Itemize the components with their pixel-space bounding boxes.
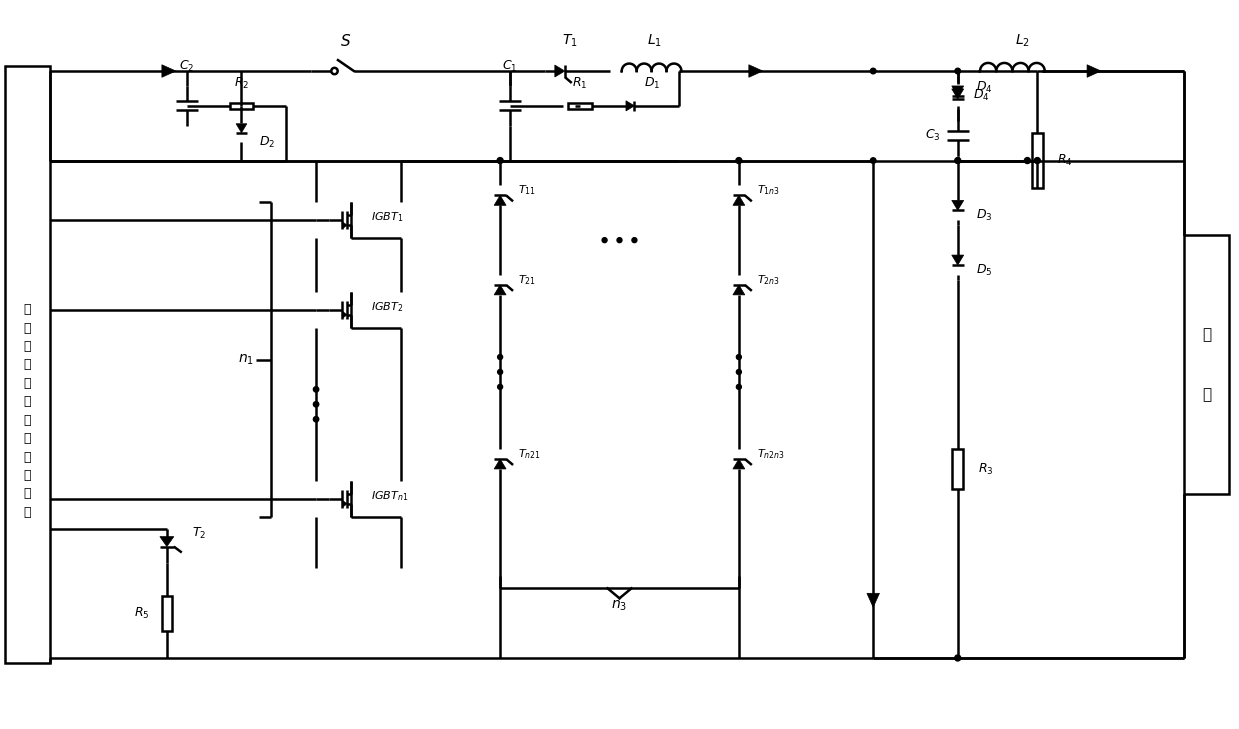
Polygon shape — [342, 311, 347, 319]
Text: $T_{11}$: $T_{11}$ — [518, 184, 536, 198]
Polygon shape — [494, 459, 506, 469]
Polygon shape — [237, 124, 247, 133]
Text: 或: 或 — [24, 432, 31, 445]
Text: $D_2$: $D_2$ — [259, 135, 275, 150]
Text: $D_3$: $D_3$ — [975, 208, 992, 223]
Text: $T_{n21}$: $T_{n21}$ — [518, 447, 541, 461]
Circle shape — [313, 386, 318, 392]
Text: 线: 线 — [24, 506, 31, 519]
Text: $R_4$: $R_4$ — [1057, 153, 1073, 168]
Circle shape — [313, 402, 318, 407]
Text: 直: 直 — [24, 451, 31, 464]
Circle shape — [955, 69, 960, 74]
Circle shape — [736, 157, 742, 163]
Text: $D_1$: $D_1$ — [644, 76, 660, 91]
Text: $T_2$: $T_2$ — [192, 526, 206, 541]
Text: $D_4$: $D_4$ — [973, 88, 989, 104]
Text: 步: 步 — [24, 359, 31, 372]
Bar — [1184, 235, 1229, 494]
Circle shape — [870, 69, 876, 74]
Circle shape — [632, 238, 637, 243]
Circle shape — [1035, 157, 1041, 163]
Text: $T_{2n3}$: $T_{2n3}$ — [757, 273, 779, 286]
Bar — [162, 596, 172, 631]
Text: $L_2$: $L_2$ — [1015, 33, 1030, 49]
Circle shape — [498, 384, 503, 389]
Circle shape — [736, 354, 741, 359]
Text: 整: 整 — [24, 303, 31, 316]
Text: $n_1$: $n_1$ — [238, 352, 254, 367]
Bar — [229, 103, 254, 109]
Polygon shape — [342, 500, 347, 507]
Polygon shape — [160, 537, 173, 547]
Text: $n_3$: $n_3$ — [611, 599, 628, 613]
Polygon shape — [748, 65, 763, 77]
Circle shape — [1025, 157, 1031, 163]
Text: 同: 同 — [24, 340, 31, 353]
Circle shape — [498, 370, 503, 375]
Circle shape — [870, 157, 876, 163]
Bar — [567, 103, 592, 109]
Bar — [5, 66, 50, 663]
Text: 负: 负 — [1202, 327, 1211, 342]
Text: 载: 载 — [1202, 387, 1211, 402]
Text: 流: 流 — [24, 321, 31, 335]
Text: $IGBT_1$: $IGBT_1$ — [370, 211, 404, 224]
Text: $IGBT_{n1}$: $IGBT_{n1}$ — [370, 489, 409, 503]
Polygon shape — [1087, 65, 1101, 77]
Text: $C_3$: $C_3$ — [926, 128, 940, 143]
Text: $D_4$: $D_4$ — [975, 80, 992, 95]
Text: $R_5$: $R_5$ — [134, 606, 150, 621]
Polygon shape — [952, 86, 964, 96]
Polygon shape — [342, 222, 347, 229]
Text: $T_{1n3}$: $T_{1n3}$ — [757, 184, 779, 198]
Polygon shape — [494, 195, 506, 206]
Polygon shape — [494, 285, 506, 295]
Bar — [1032, 133, 1043, 188]
Circle shape — [617, 238, 622, 243]
Text: $R_3$: $R_3$ — [978, 461, 994, 477]
Text: $R_2$: $R_2$ — [234, 76, 249, 91]
Polygon shape — [555, 65, 565, 77]
Text: 电: 电 — [24, 395, 31, 408]
Text: $D_5$: $D_5$ — [975, 262, 992, 278]
Polygon shape — [162, 65, 176, 77]
Text: $T_1$: $T_1$ — [563, 33, 577, 49]
Polygon shape — [867, 593, 880, 607]
Polygon shape — [952, 255, 964, 265]
Text: $R_1$: $R_1$ — [572, 76, 587, 91]
Text: $L_1$: $L_1$ — [647, 33, 662, 49]
Text: 发: 发 — [24, 377, 31, 390]
Bar — [953, 449, 963, 489]
Text: $C_1$: $C_1$ — [502, 59, 518, 74]
Polygon shape — [733, 459, 745, 469]
Text: $T_{21}$: $T_{21}$ — [518, 273, 536, 286]
Text: 机: 机 — [24, 414, 31, 426]
Text: 母: 母 — [24, 487, 31, 500]
Text: $S$: $S$ — [341, 33, 352, 49]
Polygon shape — [952, 89, 964, 99]
Circle shape — [736, 370, 741, 375]
Circle shape — [497, 157, 503, 163]
Circle shape — [313, 416, 318, 422]
Text: $T_{n2n3}$: $T_{n2n3}$ — [757, 447, 784, 461]
Text: 流: 流 — [24, 469, 31, 482]
Text: $C_2$: $C_2$ — [180, 59, 195, 74]
Polygon shape — [733, 285, 745, 295]
Text: $IGBT_2$: $IGBT_2$ — [370, 300, 403, 313]
Circle shape — [602, 238, 607, 243]
Polygon shape — [733, 195, 745, 206]
Polygon shape — [952, 200, 964, 210]
Circle shape — [955, 655, 960, 661]
Circle shape — [736, 384, 741, 389]
Circle shape — [955, 157, 960, 163]
Circle shape — [498, 354, 503, 359]
Polygon shape — [626, 101, 634, 111]
